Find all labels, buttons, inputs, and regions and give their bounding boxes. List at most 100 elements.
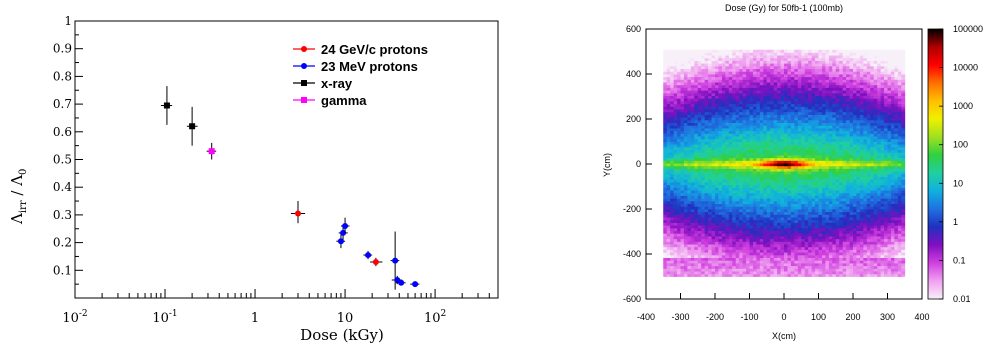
heatmap-cell	[808, 206, 812, 210]
heatmap-cell	[873, 206, 878, 210]
heatmap-cell	[873, 98, 878, 102]
heatmap-cell	[721, 217, 726, 221]
heatmap-cell	[766, 111, 771, 115]
heatmap-cell	[853, 125, 857, 129]
heatmap-cell	[890, 133, 895, 137]
heatmap-cell	[735, 214, 740, 218]
heatmap-cell	[790, 249, 795, 253]
heatmap-cell	[766, 225, 771, 229]
heatmap-cell	[742, 252, 747, 256]
heatmap-cell	[790, 241, 795, 245]
heatmap-cell	[821, 179, 826, 183]
heatmap-cell	[690, 233, 695, 237]
heatmap-cell	[849, 217, 854, 221]
heatmap-cell	[873, 273, 878, 277]
heatmap-cell	[842, 157, 847, 161]
heatmap-cell	[773, 246, 778, 250]
heatmap-cell	[880, 136, 885, 140]
heatmap-cell	[870, 138, 875, 142]
heatmap-cell	[808, 176, 812, 180]
heatmap-cell	[794, 95, 799, 99]
heatmap-cell	[808, 157, 812, 161]
heatmap-cell	[884, 192, 888, 196]
heatmap-cell	[853, 176, 857, 180]
heatmap-cell	[856, 101, 861, 105]
heatmap-cell	[718, 101, 723, 105]
heatmap-cell	[732, 268, 737, 272]
heatmap-cell	[839, 217, 844, 221]
heatmap-cell	[735, 130, 740, 134]
heatmap-cell	[715, 236, 719, 240]
heatmap-cell	[680, 117, 685, 121]
heatmap-cell	[794, 165, 799, 169]
heatmap-cell	[856, 90, 861, 94]
heatmap-cell	[815, 233, 819, 237]
heatmap-cell	[873, 171, 878, 175]
heatmap-cell	[711, 149, 716, 153]
heatmap-cell	[718, 198, 723, 202]
heatmap-cell	[863, 182, 868, 186]
heatmap-cell	[704, 252, 709, 256]
heatmap-cell	[708, 203, 712, 207]
heatmap-cell	[766, 260, 771, 264]
heatmap-cell	[866, 146, 871, 150]
heatmap-cell	[759, 165, 764, 169]
heatmap-cell	[773, 138, 778, 142]
heatmap-cell	[804, 103, 809, 107]
heatmap-cell	[835, 130, 840, 134]
heatmap-cell	[846, 190, 850, 194]
heatmap-cell	[832, 260, 837, 264]
heatmap-cell	[863, 252, 868, 256]
heatmap-cell	[715, 101, 719, 105]
heatmap-cell	[732, 198, 737, 202]
heatmap-cell	[735, 144, 740, 148]
heatmap-cell	[811, 165, 816, 169]
heatmap-cell	[866, 163, 871, 167]
heatmap-cell	[728, 106, 733, 110]
heatmap-cell	[842, 149, 847, 153]
heatmap-cell	[853, 171, 857, 175]
heatmap-cell	[877, 252, 881, 256]
heatmap-cell	[746, 271, 750, 275]
heatmap-cell	[863, 244, 868, 248]
heatmap-cell	[742, 246, 747, 250]
heatmap-cell	[877, 227, 881, 231]
heatmap-cell	[694, 163, 699, 167]
heatmap-cell	[818, 173, 823, 177]
heatmap-cell	[749, 195, 754, 199]
heatmap-cell	[849, 106, 854, 110]
heatmap-cell	[828, 152, 833, 156]
heatmap-cell	[770, 122, 775, 126]
heatmap-cell	[821, 119, 826, 123]
heatmap-cell	[894, 230, 899, 234]
heatmap-cell	[808, 252, 812, 256]
heatmap-cell	[880, 179, 885, 183]
heatmap-cell	[739, 244, 743, 248]
heatmap-cell	[835, 195, 840, 199]
heatmap-cell	[797, 233, 802, 237]
heatmap-cell	[842, 209, 847, 213]
heatmap-cell	[801, 92, 806, 96]
heatmap-cell	[763, 114, 768, 118]
heatmap-cell	[901, 152, 906, 156]
heatmap-cell	[673, 254, 678, 258]
heatmap-cell	[835, 209, 840, 213]
heatmap-cell	[728, 241, 733, 245]
heatmap-cell	[780, 114, 785, 118]
heatmap-cell	[732, 263, 737, 267]
heatmap-cell	[880, 184, 885, 188]
heatmap-cell	[853, 106, 857, 110]
heatmap-cell	[884, 160, 888, 164]
heatmap-cell	[801, 152, 806, 156]
heatmap-cell	[849, 182, 854, 186]
heatmap-cell	[697, 227, 702, 231]
heatmap-cell	[856, 268, 861, 272]
heatmap-cell	[735, 125, 740, 129]
heatmap-cell	[670, 268, 674, 272]
heatmap-cell	[797, 271, 802, 275]
heatmap-cell	[735, 211, 740, 215]
heatmap-cell	[756, 200, 761, 204]
heatmap-cell	[777, 211, 781, 215]
heatmap-cell	[870, 125, 875, 129]
heatmap-cell	[794, 146, 799, 150]
